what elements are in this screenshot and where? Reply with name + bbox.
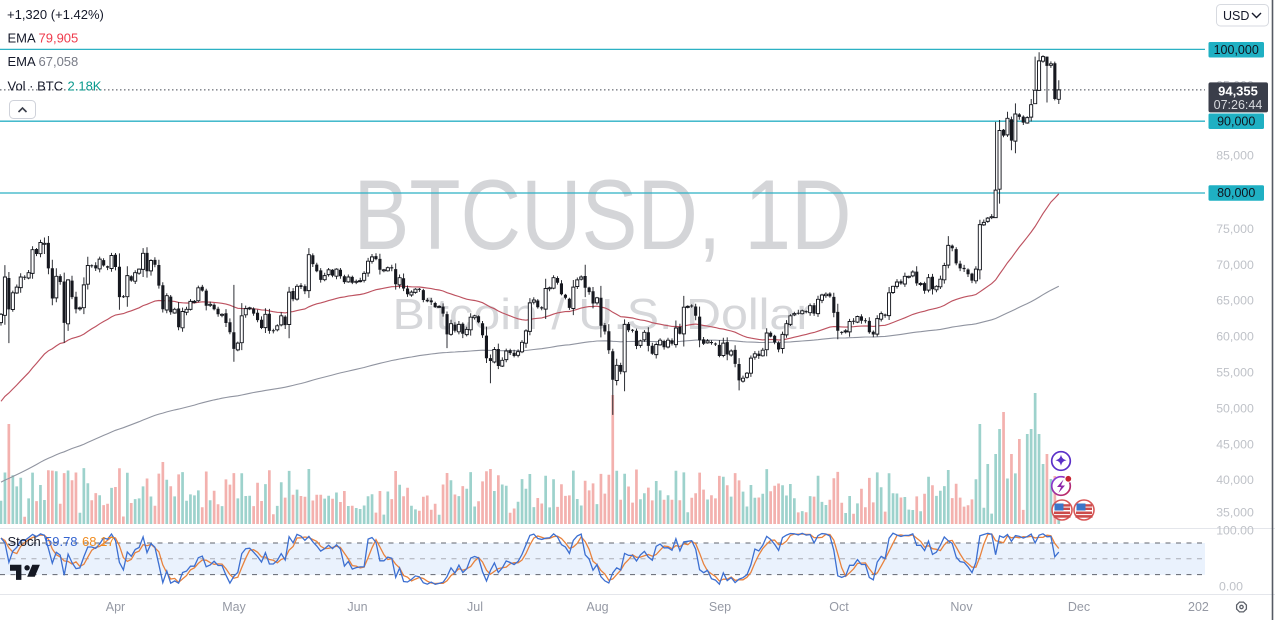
svg-text:Nov: Nov	[950, 600, 973, 614]
svg-text:65,000: 65,000	[1216, 294, 1254, 308]
svg-text:BTCUSD, 1D: BTCUSD, 1D	[354, 159, 852, 270]
svg-text:Jun: Jun	[347, 600, 367, 614]
svg-text:40,000: 40,000	[1216, 473, 1254, 487]
svg-text:100.00: 100.00	[1216, 524, 1254, 538]
svg-text:55,000: 55,000	[1216, 366, 1254, 380]
svg-text:Oct: Oct	[829, 600, 849, 614]
svg-text:202: 202	[1188, 600, 1209, 614]
svg-text:EMA: EMA	[8, 54, 37, 69]
svg-text:Aug: Aug	[586, 600, 608, 614]
svg-text:Stoch: Stoch	[8, 534, 41, 549]
svg-text:94,355: 94,355	[1218, 84, 1258, 99]
svg-text:67,058: 67,058	[39, 54, 79, 69]
svg-text:90,000: 90,000	[1217, 115, 1255, 129]
svg-text:May: May	[222, 600, 246, 614]
svg-text:2.18K: 2.18K	[68, 79, 102, 94]
svg-text:07:26:44: 07:26:44	[1214, 98, 1263, 112]
svg-text:EMA: EMA	[8, 31, 37, 46]
svg-text:60,000: 60,000	[1216, 330, 1254, 344]
svg-text:50,000: 50,000	[1216, 401, 1254, 415]
svg-text:0.00: 0.00	[1219, 580, 1243, 594]
svg-text:100,000: 100,000	[1214, 43, 1259, 57]
svg-text:35,000: 35,000	[1216, 506, 1254, 520]
svg-text:59.78: 59.78	[45, 534, 78, 549]
svg-text:USD: USD	[1223, 9, 1249, 23]
svg-text:Sep: Sep	[709, 600, 731, 614]
svg-text:85,000: 85,000	[1216, 149, 1254, 163]
svg-text:Jul: Jul	[467, 600, 483, 614]
svg-text:79,905: 79,905	[39, 31, 79, 46]
svg-text:Dec: Dec	[1068, 600, 1090, 614]
svg-text:+1,320 (+1.42%): +1,320 (+1.42%)	[7, 7, 104, 22]
svg-text:70,000: 70,000	[1216, 258, 1254, 272]
svg-text:45,000: 45,000	[1216, 437, 1254, 451]
svg-text:80,000: 80,000	[1217, 186, 1255, 200]
svg-text:Vol · BTC: Vol · BTC	[8, 79, 64, 94]
svg-text:Apr: Apr	[106, 600, 125, 614]
svg-text:68.17: 68.17	[82, 534, 115, 549]
svg-text:75,000: 75,000	[1216, 222, 1254, 236]
